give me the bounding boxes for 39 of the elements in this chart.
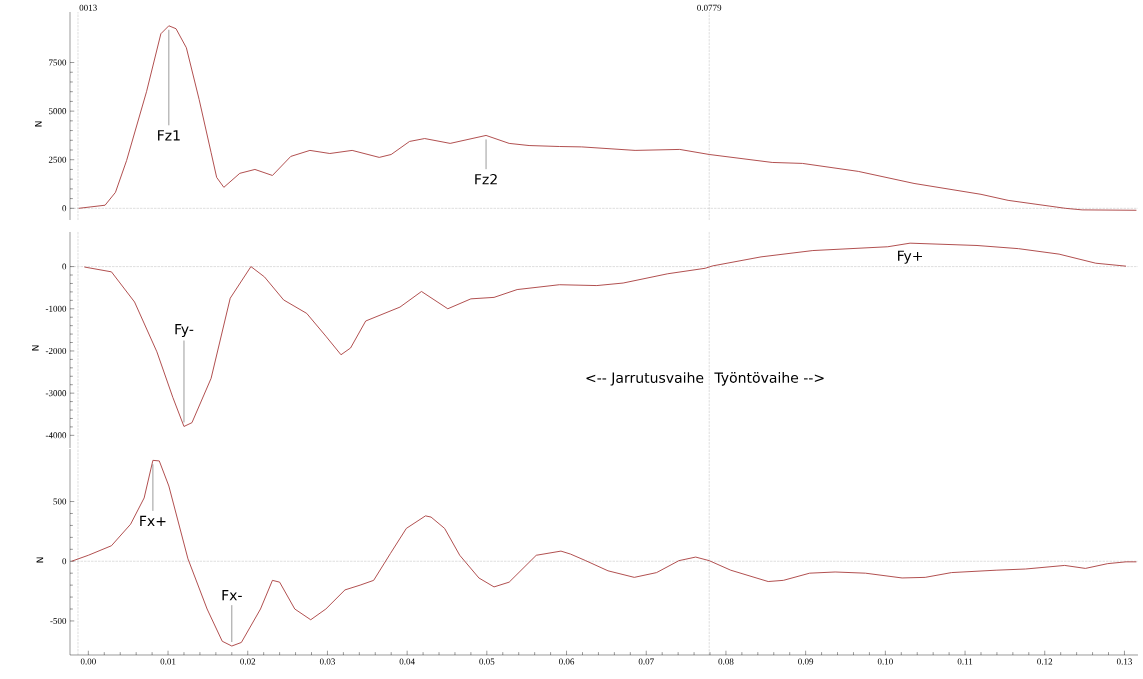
y-tick-label: 5000 — [48, 108, 67, 115]
x-tick-label: 0.07 — [638, 658, 654, 665]
y-tick-label: 2500 — [48, 156, 67, 163]
y-axis-title: N — [32, 345, 39, 351]
x-tick-label: 0.01 — [160, 658, 176, 665]
y-tick-label: -500 — [50, 617, 67, 624]
y-tick-label: 0 — [62, 263, 67, 270]
annotation: <-- Jarrutusvaihe — [586, 372, 704, 386]
x-tick-label: 0.11 — [957, 658, 973, 665]
x-tick-label: 0.09 — [798, 658, 814, 665]
y-axis-title: N — [36, 557, 44, 563]
y-tick-label: -3000 — [45, 390, 67, 397]
y-tick-label: 7500 — [49, 59, 67, 66]
x-tick-label: 0.05 — [479, 658, 495, 665]
text: 0013 — [79, 4, 97, 11]
annotation: Fz1 — [158, 130, 180, 141]
y-axis-title: N — [35, 121, 42, 127]
annotation: Fy- — [175, 323, 194, 338]
x-tick-label: 0.12 — [1037, 658, 1053, 665]
x-tick-label: 0.03 — [319, 658, 335, 665]
annotation: Työntövaihe --> — [714, 372, 824, 386]
y-tick-label: -2000 — [45, 347, 67, 354]
y-tick-label: 0 — [62, 558, 67, 565]
x-tick-label: 0.08 — [718, 658, 734, 665]
annotation: Fx- — [222, 590, 242, 601]
annotation: Fy+ — [898, 250, 922, 264]
x-tick-label: 0.04 — [399, 658, 415, 665]
x-tick-label: 0.02 — [240, 658, 256, 665]
x-tick-label: 0.13 — [1116, 658, 1132, 665]
ref-line-label: 0.0779 — [697, 4, 722, 11]
x-tick-label: 0.10 — [877, 658, 893, 665]
x-tick-label: 0.00 — [80, 658, 96, 665]
y-tick-label: -1000 — [45, 305, 67, 312]
x-tick-label: 0.06 — [559, 658, 575, 665]
annotation: Fz2 — [475, 173, 497, 185]
annotation: Fx+ — [140, 515, 166, 526]
y-tick-label: -4000 — [45, 432, 67, 439]
y-tick-label: 500 — [53, 498, 67, 505]
y-tick-label: 0 — [62, 205, 67, 212]
